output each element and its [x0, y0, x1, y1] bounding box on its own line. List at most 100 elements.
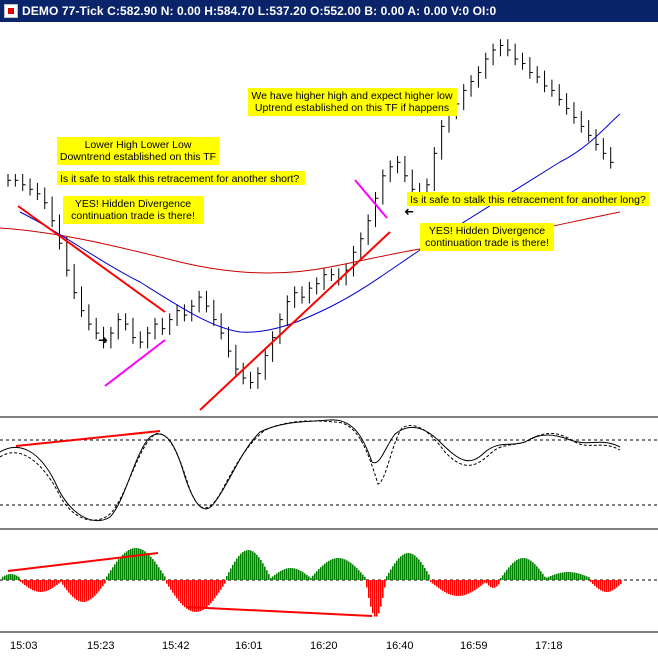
- histogram-bar: [588, 577, 590, 580]
- histogram-bar: [420, 561, 422, 580]
- histogram-bar: [48, 580, 50, 591]
- histogram-bar: [482, 580, 484, 585]
- histogram-bar: [400, 556, 402, 580]
- histogram-bar: [286, 568, 288, 580]
- histogram-bar: [18, 576, 20, 580]
- note-yes-short: YES! Hidden Divergence continuation trad…: [63, 196, 204, 224]
- histogram-bar: [296, 569, 298, 580]
- histogram-bar: [116, 561, 118, 580]
- histogram-bar: [72, 580, 74, 597]
- histogram-bar: [470, 580, 472, 593]
- histogram-bar: [250, 550, 252, 580]
- histogram-bar: [90, 580, 92, 600]
- histogram-bar: [558, 573, 560, 580]
- histogram-bar: [594, 580, 596, 586]
- window-title-bar[interactable]: DEMO 77-Tick C:582.90 N: 0.00 H:584.70 L…: [0, 0, 658, 22]
- histogram-bar: [82, 580, 84, 602]
- note-safe-long-text: Is it safe to stalk this retracement for…: [410, 194, 646, 206]
- histogram-bar: [446, 580, 448, 594]
- histogram-bar: [184, 580, 186, 608]
- histogram-bar: [530, 560, 532, 580]
- histogram-bar: [232, 564, 234, 580]
- histogram-bar: [166, 580, 168, 584]
- histogram-bar: [570, 572, 572, 580]
- histogram-bar: [36, 580, 38, 592]
- histogram-bar: [192, 580, 194, 612]
- histogram-bar: [26, 580, 28, 587]
- histogram-bar: [134, 548, 136, 580]
- histogram-bar: [58, 580, 60, 584]
- histogram-bar: [520, 558, 522, 580]
- histogram-bar: [288, 568, 290, 580]
- histogram-bar: [412, 554, 414, 580]
- histogram-bar: [552, 575, 554, 580]
- histogram-bar: [208, 580, 210, 606]
- histogram-bar: [20, 580, 22, 582]
- histogram-bar: [102, 580, 104, 587]
- time-label: 17:18: [535, 640, 563, 652]
- histogram-bar: [200, 580, 202, 611]
- histogram-bar: [68, 580, 70, 593]
- histogram-bar: [196, 580, 198, 612]
- histogram-bar: [568, 572, 570, 580]
- histogram-lower-divergence-line: [185, 606, 373, 617]
- histogram-bar: [340, 558, 342, 580]
- histogram-bar: [328, 560, 330, 580]
- note-lower-high-line2: Downtrend established on this TF: [60, 151, 216, 163]
- histogram-bar: [394, 563, 396, 580]
- histogram-bar: [142, 549, 144, 580]
- histogram-bar: [64, 580, 66, 588]
- histogram-bar: [176, 580, 178, 599]
- histogram-bar: [170, 580, 172, 590]
- time-label: 16:40: [386, 640, 414, 652]
- histogram-bar: [362, 574, 364, 580]
- histogram-bar: [542, 573, 544, 580]
- histogram-bar: [516, 560, 518, 580]
- histogram-bar: [458, 580, 460, 596]
- histogram-bar: [522, 558, 524, 580]
- price-bars: [7, 39, 614, 389]
- histogram-bar: [268, 574, 270, 580]
- histogram-bar: [70, 580, 72, 595]
- histogram-bar: [262, 563, 264, 580]
- time-label: 15:42: [162, 640, 190, 652]
- histogram-bar: [376, 580, 378, 617]
- histogram-bar: [152, 559, 154, 580]
- histogram-bar: [206, 580, 208, 608]
- histogram-bar: [84, 580, 86, 602]
- histogram-bar: [138, 548, 140, 580]
- histogram-bar: [534, 564, 536, 580]
- histogram-bar: [342, 558, 344, 580]
- histogram-bar: [46, 580, 48, 591]
- histogram-bar: [28, 580, 30, 588]
- histogram-bar: [182, 580, 184, 606]
- histogram-bar: [302, 572, 304, 580]
- histogram-bar: [538, 568, 540, 580]
- note-safe-short-text: Is it safe to stalk this retracement for…: [60, 173, 299, 185]
- histogram-bar: [104, 580, 106, 584]
- histogram-bar: [186, 580, 188, 609]
- histogram-bar: [126, 551, 128, 580]
- histogram-bar: [308, 576, 310, 580]
- histogram-bar: [132, 548, 134, 580]
- histogram-bar: [494, 580, 496, 588]
- chart-area[interactable]: ➜ ➜ Lower High Lower Low Downtrend estab…: [0, 22, 658, 658]
- histogram-bar: [290, 568, 292, 580]
- histogram-bar: [148, 554, 150, 580]
- histogram-bar: [604, 580, 606, 592]
- oscillator-divergence-line: [15, 430, 161, 447]
- histogram-bar: [590, 580, 592, 582]
- histogram-bar: [476, 580, 478, 589]
- histogram-bar: [532, 562, 534, 580]
- histogram-bar: [354, 566, 356, 580]
- histogram-bar: [130, 549, 132, 580]
- time-label: 16:01: [235, 640, 263, 652]
- histogram-bar: [224, 580, 226, 584]
- histogram-bar: [198, 580, 200, 612]
- histogram-bar: [338, 558, 340, 580]
- uptrend-line: [199, 231, 391, 411]
- histogram-bar: [112, 567, 114, 580]
- histogram-bar: [614, 580, 616, 590]
- histogram-bar: [92, 580, 94, 598]
- histogram-bar: [356, 568, 358, 580]
